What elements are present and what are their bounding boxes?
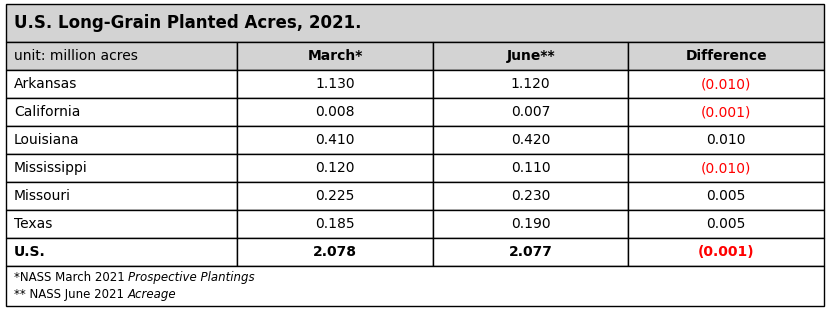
Text: June**: June** — [506, 49, 555, 63]
Bar — [6, 266, 824, 306]
Bar — [6, 154, 237, 182]
Text: 0.110: 0.110 — [511, 161, 550, 175]
Text: unit: million acres: unit: million acres — [14, 49, 138, 63]
Text: 1.120: 1.120 — [511, 77, 550, 91]
Text: Texas: Texas — [14, 217, 52, 231]
Bar — [237, 182, 433, 210]
Bar — [6, 42, 237, 70]
Bar — [237, 126, 433, 154]
Bar — [237, 98, 433, 126]
Bar — [628, 238, 824, 266]
Bar — [433, 154, 628, 182]
Text: 0.225: 0.225 — [315, 189, 355, 203]
Bar — [6, 126, 237, 154]
Text: Arkansas: Arkansas — [14, 77, 77, 91]
Text: Missouri: Missouri — [14, 189, 71, 203]
Bar — [628, 126, 824, 154]
Bar — [237, 210, 433, 238]
Bar — [6, 4, 824, 42]
Bar — [6, 238, 237, 266]
Bar — [628, 98, 824, 126]
Text: 0.185: 0.185 — [315, 217, 355, 231]
Text: ** NASS June 2021: ** NASS June 2021 — [14, 288, 128, 301]
Text: 1.130: 1.130 — [315, 77, 355, 91]
Bar — [628, 210, 824, 238]
Text: 0.410: 0.410 — [315, 133, 355, 147]
Text: 0.005: 0.005 — [706, 189, 746, 203]
Bar — [628, 154, 824, 182]
Bar — [433, 98, 628, 126]
Text: 0.230: 0.230 — [511, 189, 550, 203]
Text: California: California — [14, 105, 81, 119]
Text: 0.420: 0.420 — [511, 133, 550, 147]
Bar — [237, 238, 433, 266]
Text: (0.001): (0.001) — [701, 105, 751, 119]
Bar — [628, 182, 824, 210]
Text: *NASS March 2021: *NASS March 2021 — [14, 271, 129, 284]
Bar — [433, 238, 628, 266]
Bar — [433, 70, 628, 98]
Text: (0.010): (0.010) — [701, 77, 751, 91]
Text: 0.005: 0.005 — [706, 217, 746, 231]
Text: (0.001): (0.001) — [698, 245, 754, 259]
Text: Mississippi: Mississippi — [14, 161, 88, 175]
Text: 0.007: 0.007 — [511, 105, 550, 119]
Bar — [237, 154, 433, 182]
Bar — [6, 182, 237, 210]
Bar — [433, 210, 628, 238]
Bar — [433, 42, 628, 70]
Bar — [628, 70, 824, 98]
Bar — [628, 42, 824, 70]
Text: 0.190: 0.190 — [511, 217, 550, 231]
Bar — [433, 126, 628, 154]
Bar — [433, 182, 628, 210]
Text: Difference: Difference — [686, 49, 767, 63]
Text: Prospective Plantings: Prospective Plantings — [129, 271, 255, 284]
Text: 0.120: 0.120 — [315, 161, 355, 175]
Text: (0.010): (0.010) — [701, 161, 751, 175]
Text: 0.010: 0.010 — [706, 133, 746, 147]
Text: 0.008: 0.008 — [315, 105, 355, 119]
Bar — [237, 70, 433, 98]
Text: 2.078: 2.078 — [313, 245, 357, 259]
Text: March*: March* — [308, 49, 363, 63]
Text: Louisiana: Louisiana — [14, 133, 80, 147]
Bar — [237, 42, 433, 70]
Bar — [6, 98, 237, 126]
Bar — [6, 70, 237, 98]
Text: U.S.: U.S. — [14, 245, 46, 259]
Text: U.S. Long-Grain Planted Acres, 2021.: U.S. Long-Grain Planted Acres, 2021. — [14, 14, 362, 32]
Text: Acreage: Acreage — [128, 288, 176, 301]
Bar — [6, 210, 237, 238]
Text: 2.077: 2.077 — [509, 245, 553, 259]
